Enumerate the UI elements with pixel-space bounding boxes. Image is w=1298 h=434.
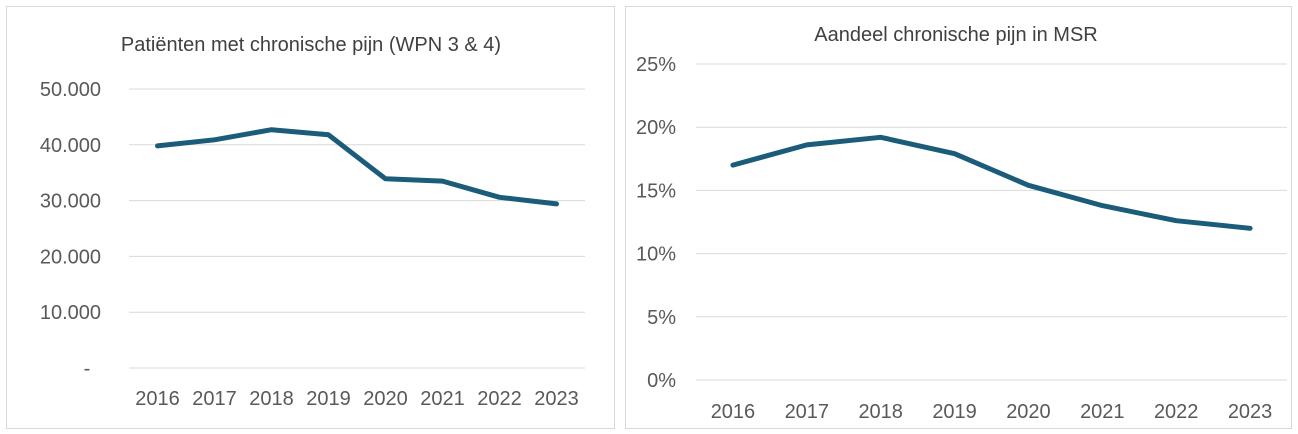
y-tick-label: 10% xyxy=(636,244,676,266)
y-tick-label: 10.000 xyxy=(40,302,101,324)
x-tick-label: 2018 xyxy=(249,388,294,410)
x-tick-label: 2020 xyxy=(363,388,408,410)
x-tick-label: 2022 xyxy=(477,388,522,410)
y-tick-label: 40.000 xyxy=(40,135,101,157)
y-tick-label: 5% xyxy=(647,307,676,329)
series-line xyxy=(155,127,559,207)
chart-title: Patiënten met chronische pijn (WPN 3 & 4… xyxy=(121,34,501,56)
x-tick-label: 2023 xyxy=(1228,401,1273,423)
gridlines xyxy=(129,88,585,369)
chart-panel-patients: Patiënten met chronische pijn (WPN 3 & 4… xyxy=(6,6,615,429)
x-tick-label: 2020 xyxy=(1006,401,1051,423)
x-tick-label: 2017 xyxy=(785,401,830,423)
x-tick-label: 2016 xyxy=(135,388,180,410)
x-tick-label: 2018 xyxy=(858,401,903,423)
chart-title: Aandeel chronische pijn in MSR xyxy=(814,24,1098,46)
chart-panel-share: Aandeel chronische pijn in MSR 0% 5% 10% 15… xyxy=(625,6,1292,429)
y-tick-label: 20.000 xyxy=(40,246,101,268)
y-tick-label: - xyxy=(84,358,91,380)
x-tick-label: 2017 xyxy=(192,388,237,410)
patients-chart-svg: Patiënten met chronische pijn (WPN 3 & 4… xyxy=(40,34,585,410)
y-tick-label: 50.000 xyxy=(40,79,101,101)
x-tick-label: 2019 xyxy=(932,401,977,423)
series-line xyxy=(730,134,1253,231)
share-chart-svg: Aandeel chronische pijn in MSR 0% 5% 10% 15… xyxy=(636,24,1287,423)
y-tick-label: 0% xyxy=(647,370,676,392)
x-tick-label: 2016 xyxy=(711,401,756,423)
x-tick-label: 2021 xyxy=(1080,401,1125,423)
gridlines xyxy=(696,63,1287,381)
x-tick-label: 2019 xyxy=(306,388,351,410)
x-tick-label: 2021 xyxy=(420,388,465,410)
y-tick-label: 20% xyxy=(636,117,676,139)
x-tick-label: 2022 xyxy=(1154,401,1199,423)
y-tick-label: 30.000 xyxy=(40,191,101,213)
y-tick-label: 15% xyxy=(636,180,676,202)
y-tick-label: 25% xyxy=(636,54,676,76)
x-tick-label: 2023 xyxy=(534,388,579,410)
